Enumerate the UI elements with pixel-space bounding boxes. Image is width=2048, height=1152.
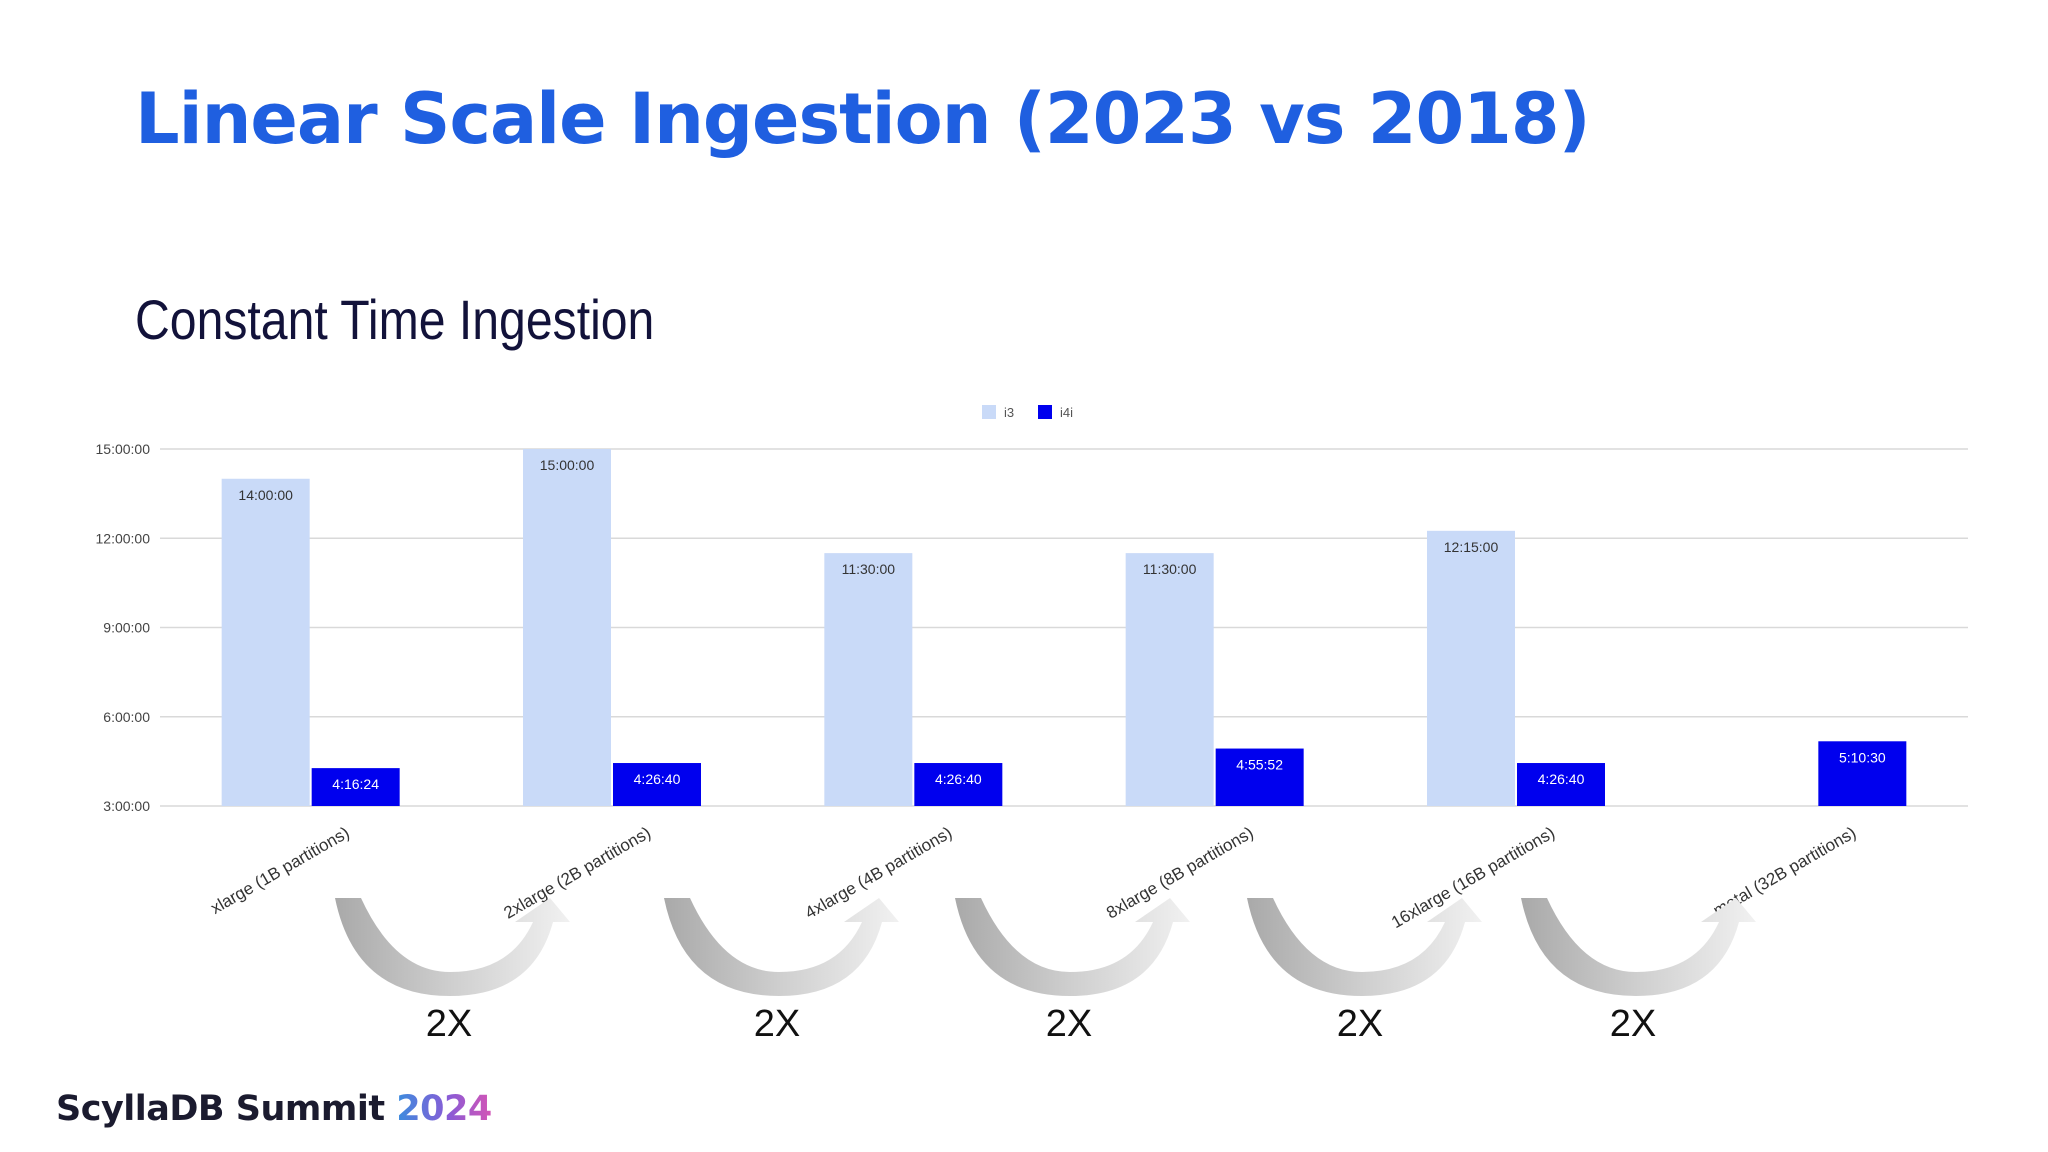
- curved-arrow-icon: [1521, 898, 1756, 996]
- bar-i4i: [613, 763, 701, 806]
- slide-title: Linear Scale Ingestion (2023 vs 2018): [135, 78, 1591, 160]
- slide-subtitle: Constant Time Ingestion: [135, 288, 655, 351]
- data-label-i4i: 4:55:52: [1236, 757, 1283, 773]
- bar-i4i: [311, 768, 400, 806]
- data-label-i3: 12:15:00: [1444, 539, 1499, 555]
- data-label-i3: 11:30:00: [842, 561, 896, 577]
- bar-i3: [1427, 530, 1515, 806]
- brand-name: ScyllaDB Summit: [56, 1089, 397, 1129]
- x-axis-categories: xlarge (1B partitions) 2xlarge (2B partit…: [207, 823, 1859, 932]
- data-label-i4i: 4:26:40: [935, 771, 982, 787]
- y-axis-ticks: 3:00:00 6:00:00 9:00:00 12:00:00 15:00:00: [96, 441, 151, 814]
- bar-i4i: [914, 763, 1003, 806]
- data-label-i3: 15:00:00: [540, 457, 595, 473]
- data-label-i4i: 4:26:40: [1538, 771, 1585, 787]
- legend-label-i3: i3: [1004, 405, 1014, 420]
- gridlines: [160, 448, 1968, 807]
- data-label-i4i: 4:16:24: [332, 776, 379, 792]
- brand-year: 2024: [396, 1089, 492, 1129]
- y-tick-label: 9:00:00: [103, 620, 150, 636]
- scylladb-summit-logo: ScyllaDB Summit 2024: [56, 1092, 492, 1127]
- x-category-label: 2xlarge (2B partitions): [500, 823, 654, 923]
- legend-swatch-i3: [982, 405, 996, 419]
- bar-i3: [523, 449, 611, 806]
- scale-factor-label: 2X: [426, 1003, 472, 1045]
- curved-arrow-icon: [335, 898, 570, 996]
- data-label-i4i: 5:10:30: [1839, 749, 1886, 765]
- scale-factor-label: 2X: [1610, 1003, 1656, 1045]
- bar-i3: [1125, 553, 1214, 806]
- scale-factor-label: 2X: [1337, 1003, 1383, 1045]
- legend: i3 i4i: [982, 405, 1073, 420]
- bar-i4i: [1818, 741, 1907, 806]
- data-label-i4i: 4:26:40: [634, 771, 681, 787]
- bars: [221, 449, 1907, 806]
- x-category-label: 8xlarge (8B partitions): [1103, 823, 1257, 923]
- x-category-label: xlarge (1B partitions): [207, 823, 352, 918]
- curved-arrow-icon: [955, 898, 1190, 996]
- y-tick-label: 12:00:00: [96, 530, 151, 546]
- legend-swatch-i4i: [1038, 405, 1052, 419]
- data-label-i3: 14:00:00: [238, 487, 293, 503]
- bar-i3: [824, 553, 913, 806]
- y-tick-label: 3:00:00: [103, 798, 150, 814]
- scale-arrows: 2X 2X 2X 2X 2X: [335, 898, 1756, 1045]
- data-label-i3: 11:30:00: [1143, 561, 1197, 577]
- scale-factor-label: 2X: [1046, 1003, 1092, 1045]
- y-tick-label: 6:00:00: [103, 709, 150, 725]
- curved-arrow-icon: [664, 898, 899, 996]
- bar-i4i: [1215, 748, 1304, 806]
- data-labels: 14:00:00 4:16:24 15:00:00 4:26:40 11:30:00 4:…: [238, 457, 1885, 792]
- curved-arrow-icon: [1247, 898, 1482, 996]
- bar-i4i: [1517, 763, 1605, 806]
- y-tick-label: 15:00:00: [96, 441, 151, 457]
- bar-i3: [221, 478, 310, 806]
- scale-factor-label: 2X: [754, 1003, 800, 1045]
- legend-label-i4i: i4i: [1060, 405, 1073, 420]
